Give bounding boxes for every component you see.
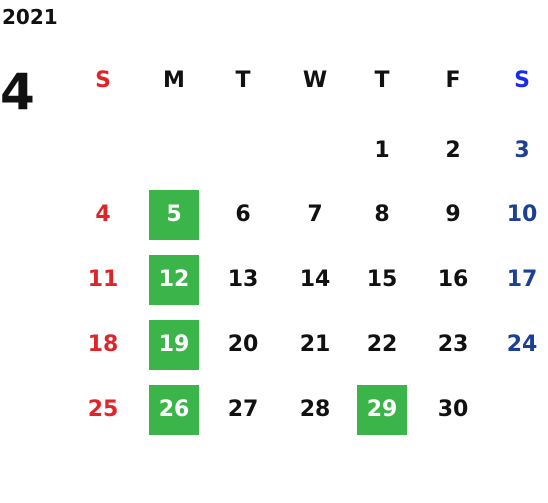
day-cell[interactable]: 20: [227, 332, 259, 357]
day-cell[interactable]: 28: [299, 397, 331, 422]
weekday-header-tue: T: [235, 68, 251, 93]
day-cell[interactable]: 11: [87, 267, 119, 292]
day-cell[interactable]: 18: [87, 332, 119, 357]
day-cell[interactable]: 24: [506, 332, 538, 357]
day-cell-highlighted[interactable]: 12: [149, 255, 199, 305]
day-cell[interactable]: 10: [506, 202, 538, 227]
day-cell-highlighted[interactable]: 5: [149, 190, 199, 240]
day-cell[interactable]: 2: [445, 138, 461, 163]
weekday-header-sun: S: [95, 68, 111, 93]
day-cell-highlighted[interactable]: 26: [149, 385, 199, 435]
day-cell[interactable]: 9: [445, 202, 461, 227]
day-cell-highlighted[interactable]: 29: [357, 385, 407, 435]
day-cell[interactable]: 13: [227, 267, 259, 292]
day-cell[interactable]: 6: [235, 202, 251, 227]
weekday-header-sat: S: [514, 68, 530, 93]
day-cell[interactable]: 3: [514, 138, 530, 163]
day-cell[interactable]: 16: [437, 267, 469, 292]
day-cell[interactable]: 23: [437, 332, 469, 357]
day-cell[interactable]: 4: [95, 202, 111, 227]
day-cell[interactable]: 7: [307, 202, 323, 227]
month-number: 4: [0, 63, 35, 121]
day-cell[interactable]: 30: [437, 397, 469, 422]
day-cell[interactable]: 22: [366, 332, 398, 357]
day-cell[interactable]: 1: [374, 138, 390, 163]
day-cell[interactable]: 27: [227, 397, 259, 422]
day-cell[interactable]: 17: [506, 267, 538, 292]
weekday-header-fri: F: [445, 68, 461, 93]
weekday-header-mon: M: [163, 68, 185, 93]
day-cell[interactable]: 25: [87, 397, 119, 422]
day-cell-highlighted[interactable]: 19: [149, 320, 199, 370]
weekday-header-wed: W: [302, 68, 328, 93]
day-cell[interactable]: 15: [366, 267, 398, 292]
day-cell[interactable]: 8: [374, 202, 390, 227]
day-cell[interactable]: 14: [299, 267, 331, 292]
weekday-header-thu: T: [374, 68, 390, 93]
day-cell[interactable]: 21: [299, 332, 331, 357]
year-label: 2021: [2, 5, 58, 29]
